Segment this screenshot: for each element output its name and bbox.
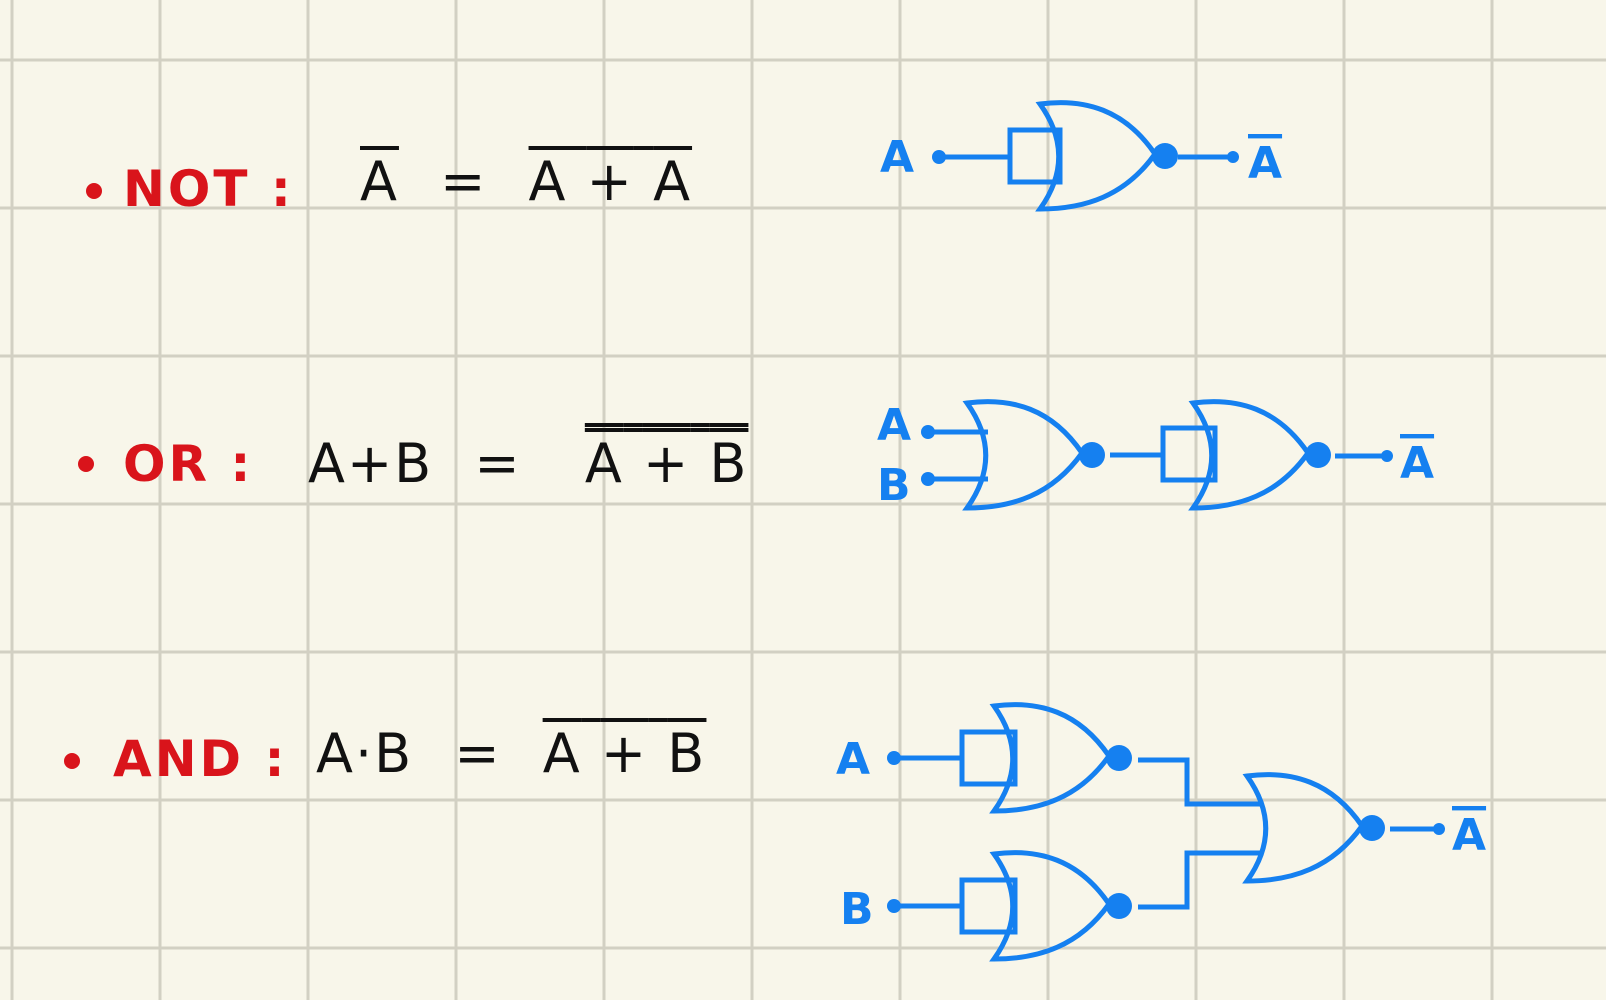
or-equals: = xyxy=(474,432,522,495)
equation-not: A = A + A xyxy=(360,150,692,213)
and-nor-gate-out xyxy=(1247,775,1385,881)
or-lhs: A+B xyxy=(308,432,434,495)
and-rhs-op: + xyxy=(600,722,649,785)
and-rhs: A + B xyxy=(543,722,707,785)
and-rhs-a: A xyxy=(542,722,582,785)
not-rhs: A + A xyxy=(529,150,693,213)
or-wires xyxy=(921,425,1393,486)
not-rhs-b: A xyxy=(653,150,693,213)
not-wires xyxy=(932,127,1239,185)
label-not: NOT : xyxy=(123,160,294,218)
label-and: AND : xyxy=(113,730,288,788)
and-input-b: B xyxy=(840,884,874,935)
not-equals: = xyxy=(440,150,488,213)
not-output: A xyxy=(1248,138,1282,189)
or-rhs-b: B xyxy=(709,432,749,495)
or-input-a: A xyxy=(877,400,911,451)
or-nor-gate-2 xyxy=(1193,402,1331,508)
bullet-and xyxy=(64,753,80,769)
equation-or: A+B = A + B xyxy=(308,432,748,495)
and-wires xyxy=(887,729,1445,935)
and-rhs-b: B xyxy=(667,722,707,785)
equation-and: A·B = A + B xyxy=(316,722,706,785)
not-lhs: A xyxy=(360,150,399,213)
and-nor-gate-b xyxy=(994,853,1132,959)
and-equals: = xyxy=(454,722,502,785)
not-rhs-op: + xyxy=(586,150,634,213)
not-circuit: A A xyxy=(880,103,1282,209)
and-input-a: A xyxy=(836,734,870,785)
or-input-b: B xyxy=(877,460,911,511)
and-nor-gate-a xyxy=(994,705,1132,811)
bullet-or xyxy=(78,456,94,472)
label-or: OR : xyxy=(123,435,254,493)
or-rhs-op: + xyxy=(642,432,691,495)
and-output: A xyxy=(1452,810,1486,861)
and-lhs: A·B xyxy=(316,722,414,785)
and-circuit: A B A xyxy=(836,705,1486,959)
not-rhs-a: A xyxy=(528,150,568,213)
or-rhs-a: A xyxy=(584,432,624,495)
or-circuit: A B A xyxy=(877,400,1434,511)
or-nor-gate-1 xyxy=(967,402,1105,508)
bullet-not xyxy=(86,183,102,199)
or-rhs: A + B xyxy=(585,432,749,495)
or-output: A xyxy=(1400,438,1434,489)
not-nor-gate xyxy=(1040,103,1178,209)
not-input-a: A xyxy=(880,132,914,183)
